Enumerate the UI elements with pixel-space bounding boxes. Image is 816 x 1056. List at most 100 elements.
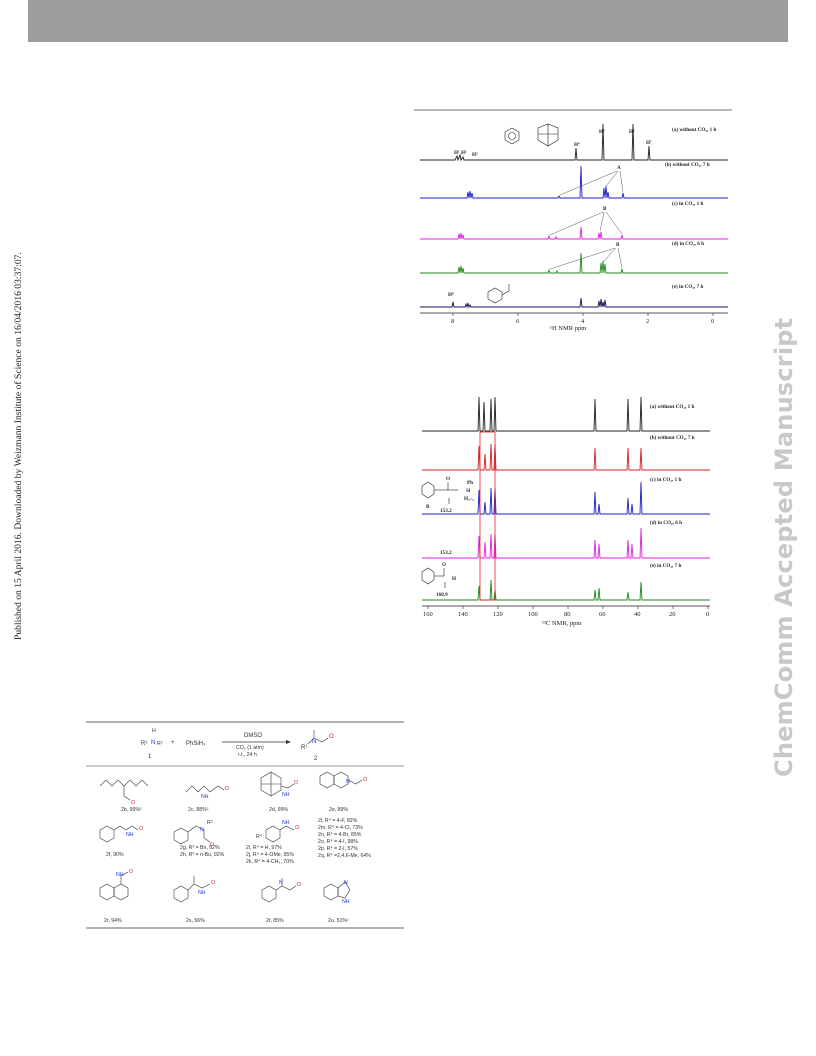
h-tick-4: 4 bbox=[581, 318, 585, 325]
publication-notice: Published on 15 April 2016. Downloaded b… bbox=[13, 252, 24, 640]
c-shift-1: 153.2 bbox=[440, 508, 452, 514]
entry-2o: 2o, R⁴ = 4-I, 98% bbox=[318, 839, 358, 845]
h-spectrum-b-trace bbox=[420, 165, 728, 199]
compound-2-label: 2 bbox=[314, 756, 318, 762]
entry-2c: 2c, 88%ᶜ bbox=[188, 807, 209, 813]
amine-n-label: N bbox=[151, 740, 155, 746]
structure-2f bbox=[99, 825, 139, 843]
amine-r1-label: R¹ bbox=[141, 741, 147, 747]
entry-2d: 2d, 99% bbox=[269, 807, 288, 813]
entry-2h: 2h, R³ = n-Bu, 92% bbox=[180, 852, 225, 858]
c-tick-140: 140 bbox=[458, 611, 468, 618]
time-condition: r.t., 24 h bbox=[238, 752, 257, 758]
2i-o: O bbox=[295, 825, 299, 831]
c-tick-80: 80 bbox=[564, 611, 571, 618]
c-spectrum-c-trace bbox=[422, 481, 710, 515]
2u-nh: NH bbox=[342, 899, 350, 905]
phenylsilane-structure bbox=[504, 127, 520, 145]
entry-2p: 2p, R⁴ = 2-I, 57% bbox=[318, 846, 358, 852]
h-spectrum-c-label: (c) in CO₂, 1 h bbox=[672, 200, 703, 207]
2s-nh: NH bbox=[198, 890, 206, 896]
entry-2f: 2f, 90% bbox=[106, 852, 124, 858]
h-spectrum-e-label: (e) in CO₂, 7 h bbox=[672, 283, 703, 290]
c-ann-si: Si bbox=[466, 488, 471, 494]
h-marker-B-1: B bbox=[603, 206, 607, 212]
2d-nh: NH bbox=[282, 792, 290, 798]
h-marker-B-2: B bbox=[616, 242, 620, 248]
amine-r2-label: R² bbox=[157, 741, 163, 747]
h-marker-A: A bbox=[617, 165, 621, 171]
structure-2d bbox=[260, 771, 295, 797]
h-peak-label-4: H⁴ bbox=[574, 142, 580, 148]
h-arrows-B-2 bbox=[549, 247, 623, 270]
structure-2b bbox=[99, 779, 149, 801]
structure-2s bbox=[173, 876, 211, 903]
2i-r4: R⁴ bbox=[256, 834, 262, 840]
reaction-scheme: .s { font-family:"Liberation Sans", sans… bbox=[86, 721, 404, 929]
entry-2t: 2t, 85% bbox=[266, 918, 284, 924]
journal-header-bar bbox=[28, 0, 788, 42]
morpholine-cage-structure bbox=[537, 123, 559, 147]
compound-1-label: 1 bbox=[148, 754, 152, 760]
c-tick-160: 160 bbox=[423, 611, 433, 618]
2r-nh: NH bbox=[116, 872, 124, 878]
c-tick-100: 100 bbox=[528, 611, 538, 618]
2c-nh: NH bbox=[201, 794, 209, 800]
2i-nh: NH bbox=[282, 820, 290, 826]
h-peak-label-6: H⁶ bbox=[629, 129, 635, 135]
product-o-label: O bbox=[329, 734, 334, 740]
2g-r3: R³ bbox=[207, 820, 213, 826]
h-spectrum-b-label: (b) without CO₂, 7 h bbox=[665, 161, 710, 168]
entry-2i: 2i, R⁴ = H, 97% bbox=[246, 845, 282, 851]
structure-2u bbox=[323, 881, 351, 901]
h-arrows-A bbox=[559, 170, 624, 196]
c-spectrum-a-label: (a) without CO₂, 1 h bbox=[650, 403, 694, 410]
structure-2r bbox=[99, 871, 129, 901]
2b-o: O bbox=[131, 800, 135, 806]
2g-o: O bbox=[210, 842, 214, 848]
2e-n: N bbox=[346, 779, 350, 785]
c-nmr-figure: (a) without CO₂, 1 h (b) without CO₂, 7 … bbox=[421, 396, 710, 627]
h-peak-label-5: H⁵ bbox=[599, 129, 605, 135]
c-ann-ph: Ph bbox=[467, 480, 473, 486]
c-spectrum-e-label: (e) in CO₂, 7 h bbox=[650, 562, 681, 569]
n-formylmorpholine-structure bbox=[487, 284, 510, 304]
co2-condition: CO₂ (1 atm) bbox=[236, 745, 264, 751]
structure-2t bbox=[261, 878, 297, 903]
entry-2k: 2k, R⁴ = 4-CH₃, 70% bbox=[246, 859, 294, 865]
entry-2u: 2u, 51%ᶜ bbox=[328, 918, 349, 924]
h-spectrum-a-trace bbox=[420, 123, 728, 162]
2g-n: N bbox=[200, 827, 204, 833]
c-spectrum-e-trace bbox=[422, 579, 710, 601]
h-tick-6: 6 bbox=[516, 318, 520, 325]
c-shift-2: 153.2 bbox=[440, 550, 452, 556]
2t-o: O bbox=[297, 882, 301, 888]
entry-2j: 2j, R⁴ = 4-OMe, 95% bbox=[246, 852, 294, 858]
c-tick-40: 40 bbox=[634, 611, 641, 618]
h-spectrum-d-label: (d) in CO₂, 6 h bbox=[672, 240, 704, 247]
structure-2i bbox=[265, 825, 295, 843]
structure-2g bbox=[173, 825, 211, 845]
2c-o: O bbox=[225, 786, 229, 792]
entry-2r: 2r, 94% bbox=[104, 918, 122, 924]
solvent-label: DMSO bbox=[244, 733, 262, 739]
amine-h-label: H bbox=[152, 728, 156, 734]
2f-o: O bbox=[139, 826, 143, 832]
c-spectrum-d-label: (d) in CO₂, 6 h bbox=[650, 519, 682, 526]
c-spectrum-c-label: (c) in CO₂, 1 h bbox=[650, 476, 681, 483]
c-ann-h: H bbox=[452, 576, 456, 582]
h-proton-label: H⁸ bbox=[448, 292, 454, 298]
c-guide-box bbox=[479, 431, 496, 601]
h-peak-label-2: H² bbox=[461, 150, 467, 156]
entry-2m: 2m, R⁴ = 4-Cl, 73% bbox=[318, 825, 363, 831]
c-spectrum-a-trace bbox=[422, 396, 710, 432]
c-shift-3: 160.9 bbox=[436, 592, 448, 598]
c-tick-20: 20 bbox=[669, 611, 676, 618]
plus-sign: + bbox=[171, 740, 175, 746]
h-peak-label-7: H⁷ bbox=[646, 140, 652, 146]
h-tick-2: 2 bbox=[646, 318, 649, 325]
2u-n: N bbox=[344, 880, 348, 886]
product-r1-label: R¹ bbox=[301, 745, 307, 751]
2d-o: O bbox=[294, 780, 298, 786]
entry-2e: 2e, 89% bbox=[329, 807, 348, 813]
